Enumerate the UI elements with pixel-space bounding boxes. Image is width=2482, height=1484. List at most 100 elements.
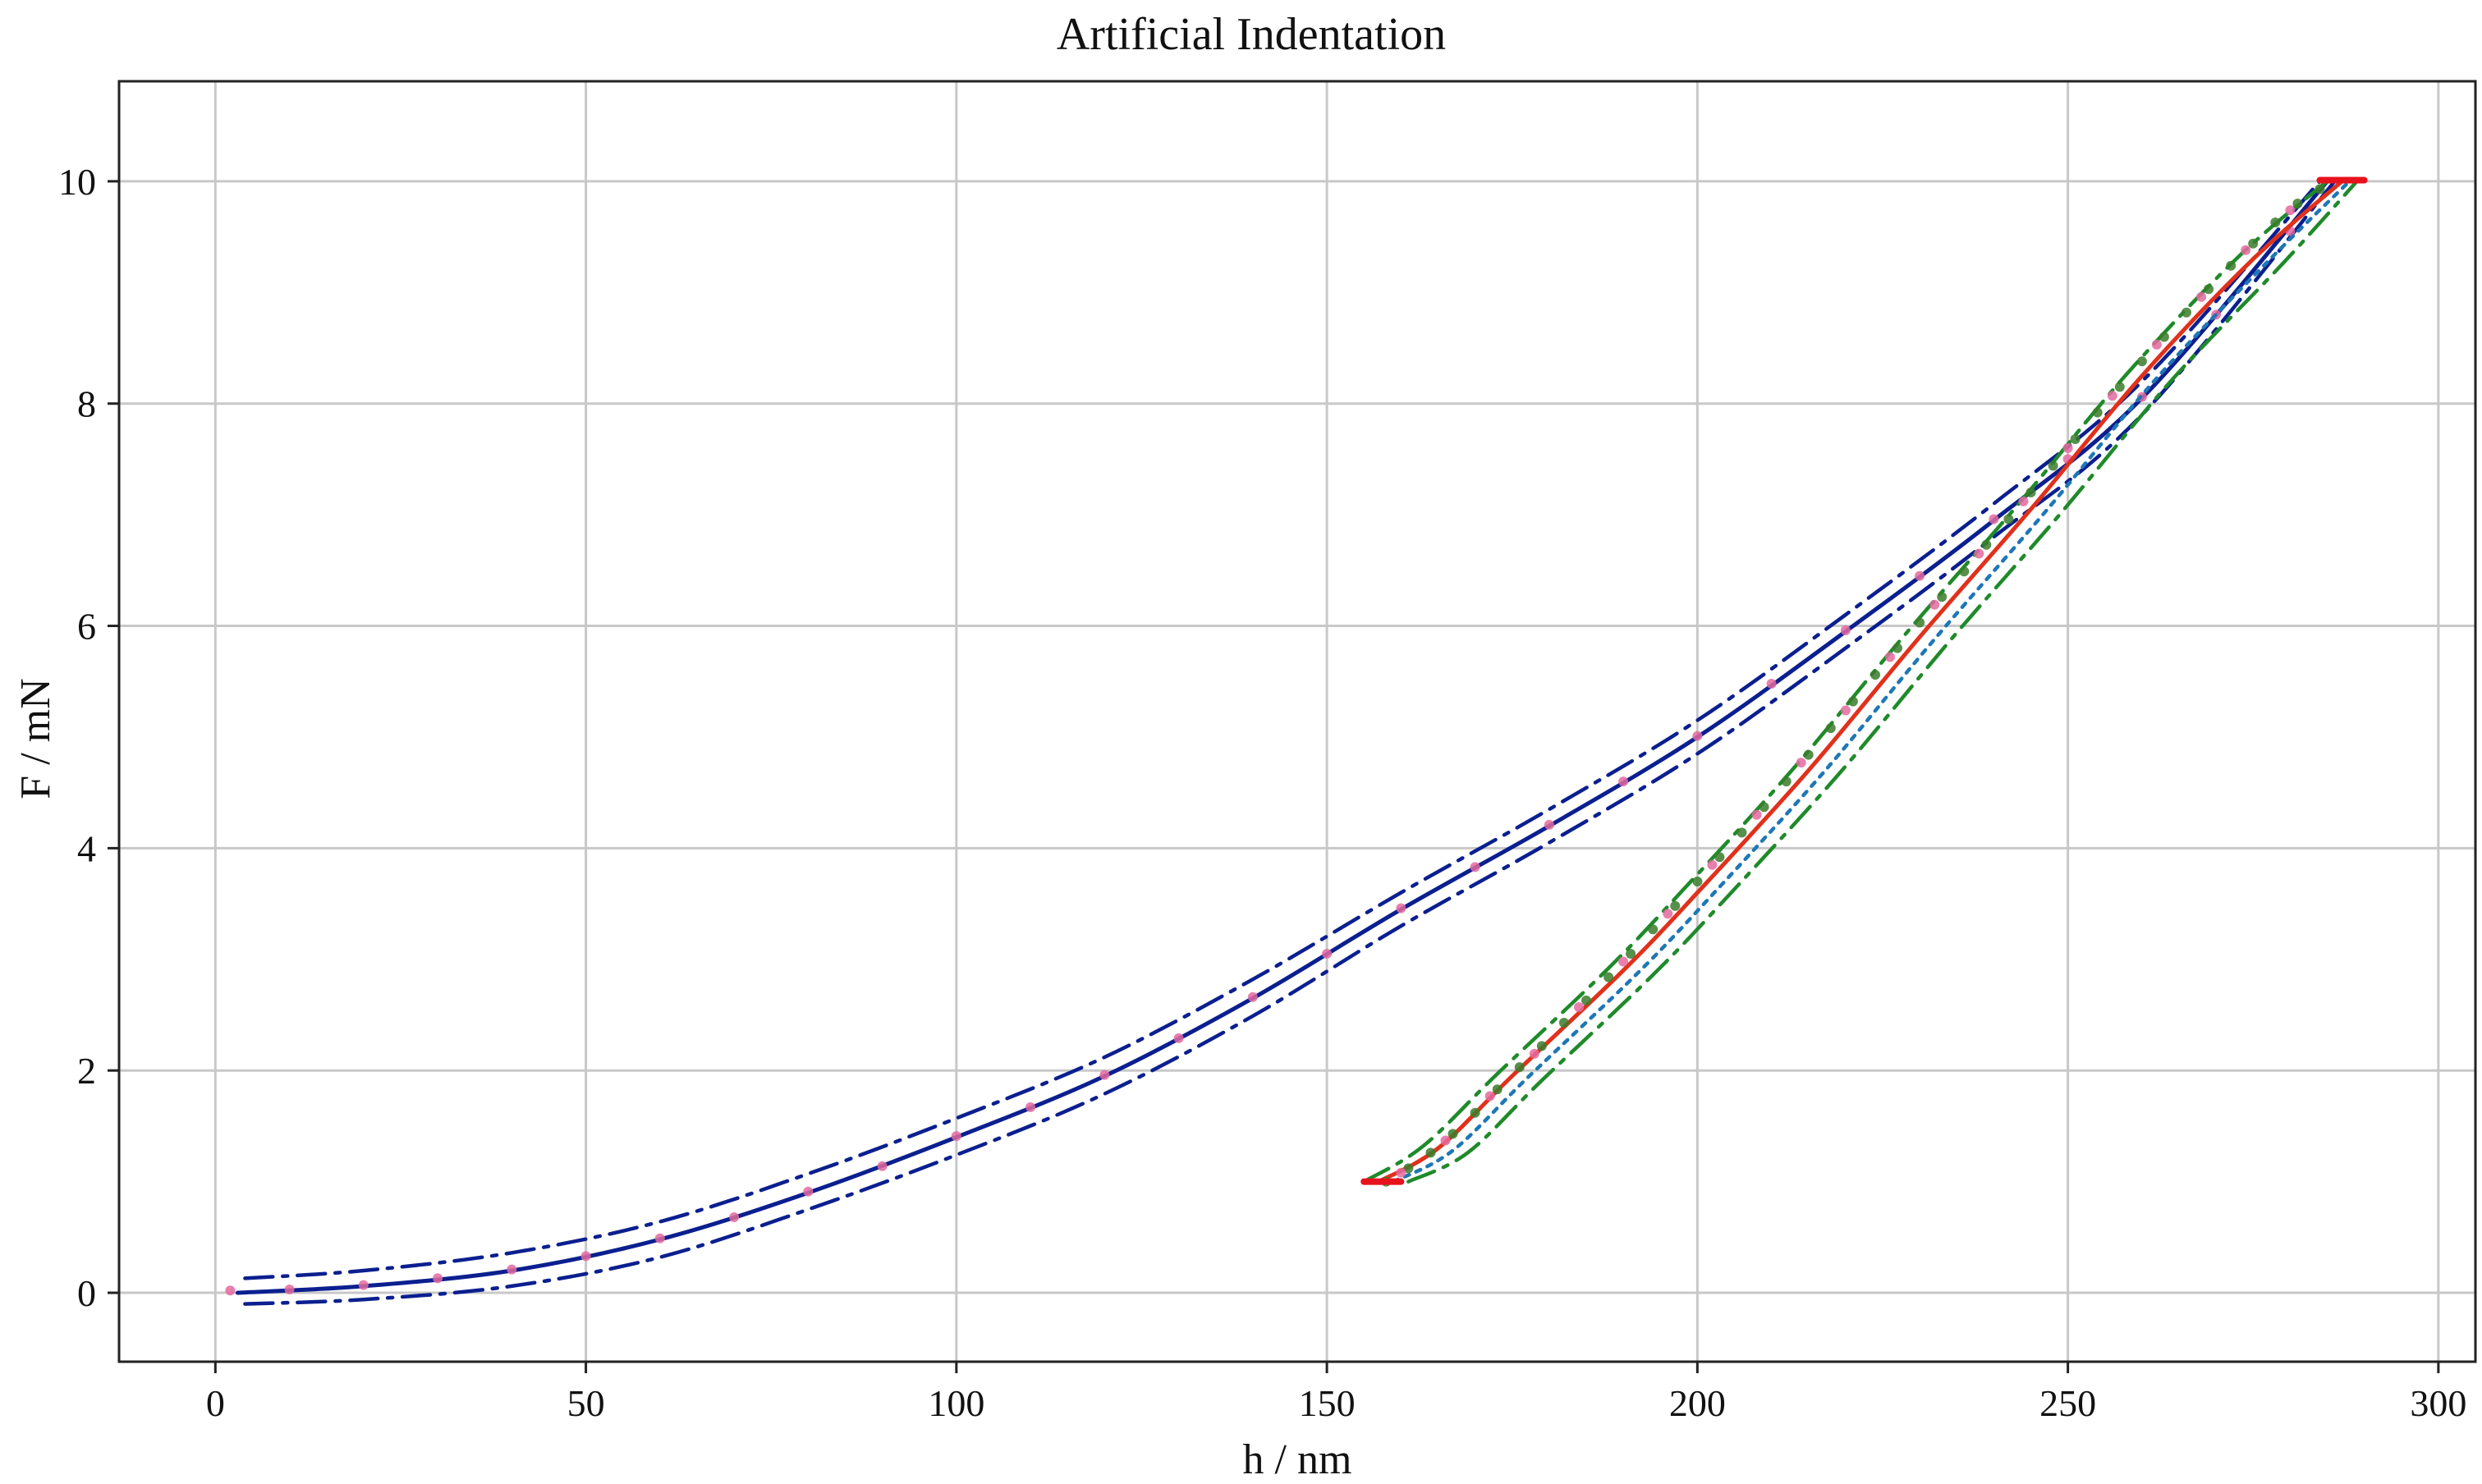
chart-title: Artificial Indentation <box>1057 9 1446 60</box>
series-unloading-measured-overlay-point-12 <box>1929 599 1940 610</box>
series-loading-measured-point-6 <box>654 1233 665 1244</box>
series-loading-measured-point-2 <box>358 1280 369 1290</box>
series-loading-measured-point-9 <box>877 1161 888 1171</box>
x-axis-label: h / nm <box>1243 1436 1352 1483</box>
series-unloading-measured-point-5 <box>1492 1084 1503 1095</box>
series-loading-measured-point-4 <box>507 1264 517 1275</box>
series-unloading-measured-overlay-point-1 <box>1440 1135 1451 1146</box>
x-tick-label-6: 300 <box>2410 1382 2466 1424</box>
series-loading-measured-point-0 <box>225 1285 236 1296</box>
series-loading-measured-point-14 <box>1247 992 1258 1002</box>
x-tick-label-0: 0 <box>206 1382 225 1424</box>
y-tick-label-2: 4 <box>77 827 96 869</box>
y-tick-label-3: 6 <box>77 606 96 648</box>
x-tick-label-5: 250 <box>2039 1382 2096 1424</box>
series-unloading-measured-overlay-point-11 <box>1885 652 1895 662</box>
series-layer <box>225 176 2368 1306</box>
series-unloading-measured-point-21 <box>1847 696 1858 707</box>
series-unloading-measured-point-33 <box>2114 382 2125 392</box>
series-unloading-upper-bound <box>1361 179 2329 1184</box>
series-unloading-measured-overlay-point-15 <box>2062 442 2073 453</box>
series-unloading-measured-overlay-point-4 <box>1574 1002 1584 1012</box>
series-unloading-measured-point-30 <box>2048 460 2058 471</box>
series-loading-measured-point-5 <box>580 1251 591 1262</box>
series-unloading-measured-point-28 <box>2003 514 2014 524</box>
x-tick-label-3: 150 <box>1299 1382 1356 1424</box>
series-unloading-measured-point-40 <box>2270 218 2281 227</box>
series-loading-measured-point-7 <box>729 1212 740 1222</box>
series-unloading-measured-point-29 <box>2026 488 2036 497</box>
series-loading-lower-bound <box>243 179 2337 1306</box>
series-loading-fit <box>235 179 2329 1295</box>
series-unloading-measured-point-24 <box>1915 617 1925 628</box>
y-tick-label-1: 2 <box>77 1050 96 1092</box>
series-loading-measured-point-17 <box>1470 862 1480 873</box>
series-unloading-measured-point-18 <box>1781 776 1792 787</box>
series-unloading-measured-overlay-point-8 <box>1751 809 1762 820</box>
series-unloading-measured-point-1 <box>1403 1163 1414 1174</box>
series-unloading-measured-overlay-point-17 <box>2151 339 2162 350</box>
series-unloading-measured-point-16 <box>1736 827 1747 838</box>
x-tick-label-1: 50 <box>567 1382 605 1424</box>
series-unloading-measured-point-26 <box>1959 566 1970 577</box>
series-loading-measured-point-24 <box>1989 514 1999 524</box>
series-loading-measured <box>225 226 2296 1296</box>
series-loading-measured-point-13 <box>1173 1033 1184 1043</box>
series-unloading-measured-point-2 <box>1425 1147 1436 1158</box>
series-unloading-measured-point-20 <box>1825 723 1836 734</box>
series-unloading-measured-point-19 <box>1803 749 1814 760</box>
series-unloading-measured-overlay-point-5 <box>1618 956 1629 967</box>
grid-layer <box>119 81 2475 1362</box>
y-tick-label-5: 10 <box>58 161 96 203</box>
series-unloading-measured-point-37 <box>2204 284 2214 295</box>
series-unloading-measured-point-22 <box>1870 670 1880 680</box>
series-unloading-measured-point-27 <box>1981 539 1992 550</box>
series-loading-measured-point-19 <box>1618 776 1629 787</box>
series-unloading-measured-point-10 <box>1603 972 1614 982</box>
series-unloading-measured-point-7 <box>1536 1041 1547 1051</box>
series-unloading-measured-point-6 <box>1514 1062 1525 1073</box>
series-loading-measured-point-23 <box>1915 570 1925 581</box>
series-unloading-measured-overlay-point-10 <box>1840 705 1851 716</box>
series-unloading-measured-overlay-point-13 <box>1974 548 1984 559</box>
series-unloading-measured-point-8 <box>1558 1018 1569 1028</box>
series-unloading-measured-point-14 <box>1692 877 1703 886</box>
series-unloading-alt-bound <box>1392 179 2351 1184</box>
series-unloading-measured-point-34 <box>2136 356 2147 367</box>
series-unloading-measured-overlay-point-16 <box>2107 391 2117 401</box>
series-unloading-measured-overlay-point-20 <box>2285 205 2296 216</box>
series-unloading-measured-overlay-point-9 <box>1796 758 1806 768</box>
series-unloading-measured-overlay-point-7 <box>1707 859 1718 870</box>
series-loading-measured-point-21 <box>1766 679 1777 689</box>
series-loading-measured-point-15 <box>1322 949 1333 959</box>
series-unloading-measured-point-3 <box>1447 1129 1458 1139</box>
series-loading-measured-point-16 <box>1396 903 1406 914</box>
y-tick-label-4: 8 <box>77 383 96 425</box>
series-unloading-measured <box>1381 184 2325 1187</box>
series-unloading-measured-overlay-point-6 <box>1663 909 1673 919</box>
tick-layer: 0 50 100 150 200 250 300 0 2 4 6 8 10 <box>58 161 2466 1424</box>
series-unloading-measured-point-15 <box>1714 852 1725 863</box>
series-unloading-fit <box>1376 179 2344 1184</box>
series-loading-measured-point-3 <box>433 1273 443 1284</box>
series-unloading-measured-overlay-point-19 <box>2241 245 2251 255</box>
series-loading-measured-point-18 <box>1544 819 1554 830</box>
series-unloading-measured-overlay-point-14 <box>2018 496 2029 506</box>
series-loading-measured-point-1 <box>284 1285 295 1294</box>
plot-frame <box>117 80 2477 1363</box>
series-unloading-measured-point-35 <box>2159 332 2169 342</box>
series-unloading-measured-point-42 <box>2315 184 2325 195</box>
series-unloading-measured-point-41 <box>2292 199 2303 208</box>
series-unloading-measured-overlay <box>1396 205 2296 1178</box>
series-unloading-measured-overlay-point-3 <box>1529 1048 1539 1059</box>
series-loading-measured-point-22 <box>1840 625 1851 635</box>
series-unloading-measured-point-36 <box>2181 307 2191 318</box>
series-unloading-measured-point-31 <box>2070 434 2081 444</box>
series-unloading-measured-overlay-point-18 <box>2196 291 2207 302</box>
series-unloading-measured-point-13 <box>1670 900 1681 911</box>
x-tick-label-2: 100 <box>928 1382 984 1424</box>
series-loading-measured-point-10 <box>951 1131 961 1142</box>
series-loading-measured-point-8 <box>803 1186 814 1197</box>
series-unloading-measured-point-32 <box>2092 407 2103 418</box>
